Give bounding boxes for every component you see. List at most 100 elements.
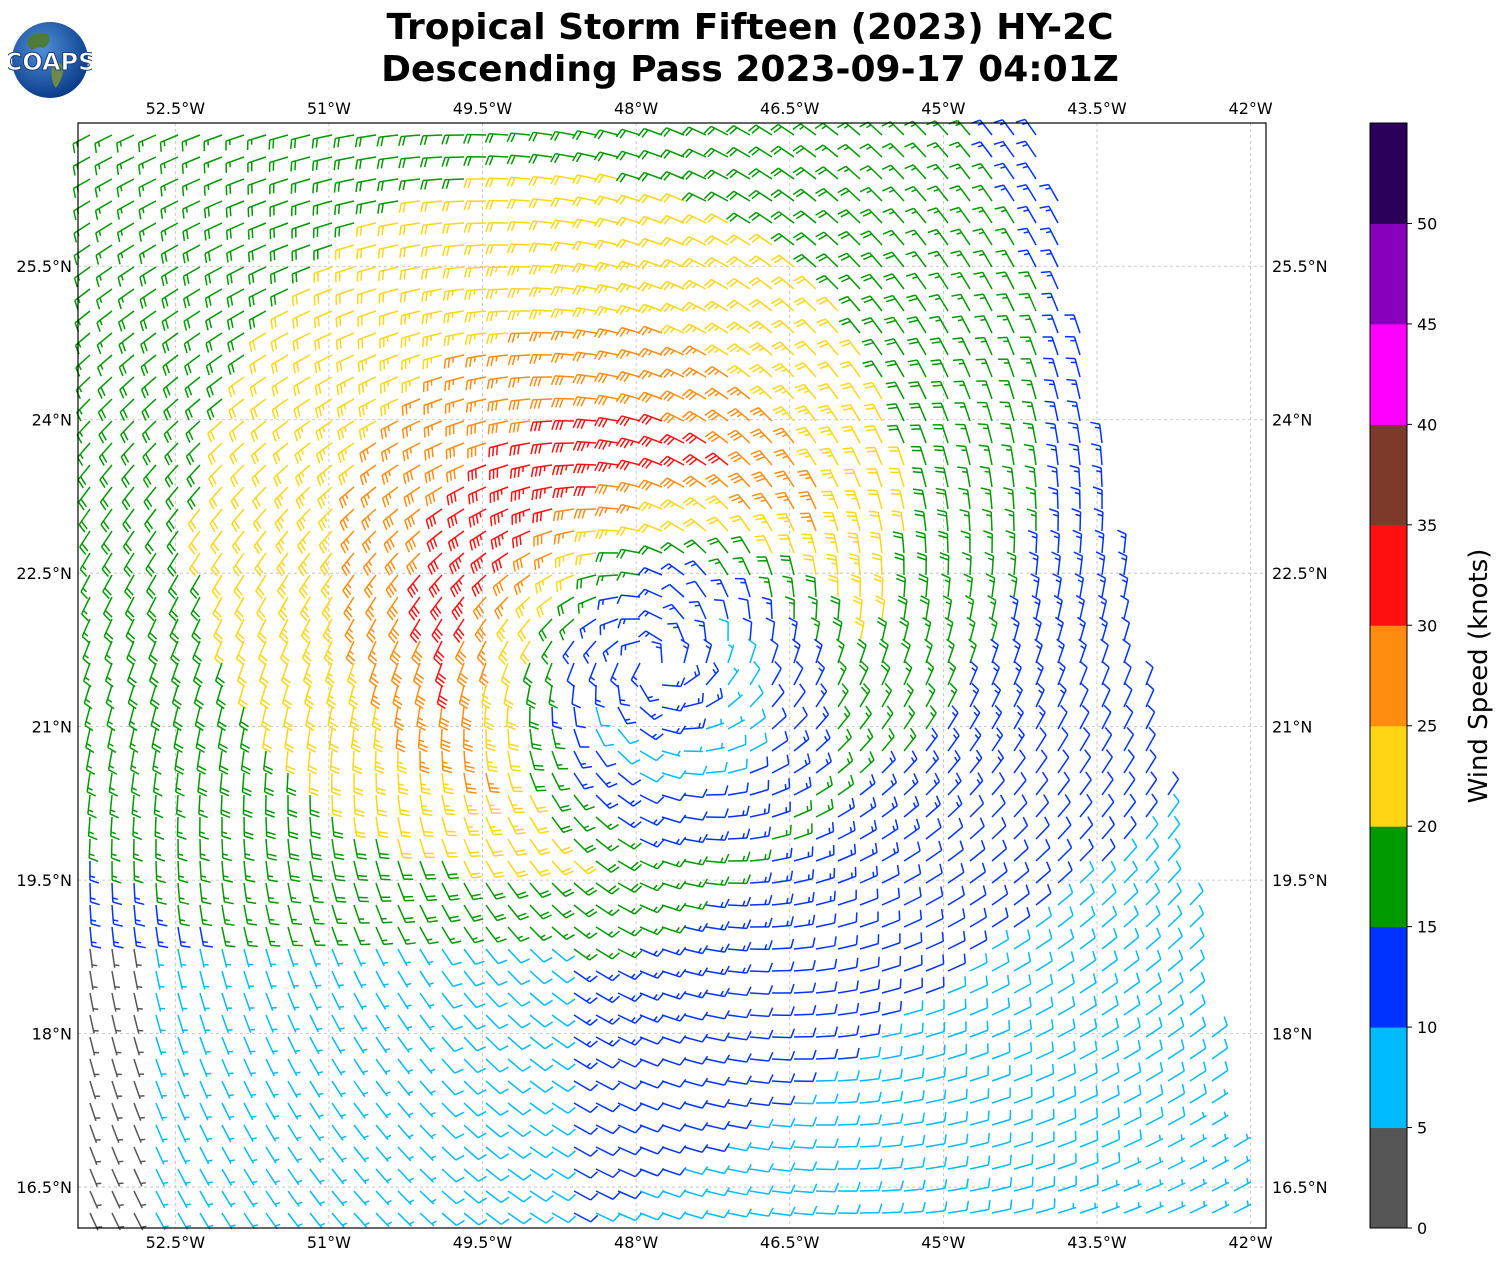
wind-barb [573, 1146, 599, 1157]
wind-barb [309, 1014, 323, 1033]
wind-barb [155, 1058, 167, 1078]
wind-barb [287, 1212, 303, 1229]
wind-barb [929, 315, 949, 334]
wind-barb [838, 317, 861, 334]
wind-barb [551, 1102, 576, 1114]
wind-barb [704, 387, 729, 400]
wind-barb [681, 214, 707, 224]
wind-barb [922, 616, 932, 642]
wind-barb [221, 1080, 234, 1099]
wind-barb [169, 618, 180, 644]
wind-barb [573, 992, 598, 1005]
wind-barb [881, 910, 901, 928]
wind-barb [814, 122, 839, 136]
wind-barb [529, 728, 542, 751]
wind-barb [85, 750, 96, 775]
wind-barb [320, 574, 333, 599]
wind-barb [348, 684, 359, 710]
wind-barb [815, 981, 838, 994]
wind-barb [317, 508, 333, 532]
wind-barb [221, 1036, 234, 1055]
wind-barb [243, 926, 258, 948]
wind-barb [680, 638, 690, 664]
wind-barb [705, 687, 724, 708]
wind-barb [908, 381, 927, 400]
wind-barb [551, 970, 576, 984]
wind-barb [1118, 573, 1129, 598]
wind-barb [336, 376, 355, 396]
wind-barb [732, 556, 751, 576]
wind-barb [1189, 882, 1204, 906]
lon-tick-label-bottom: 49.5°W [453, 1233, 513, 1252]
wind-barb [414, 684, 426, 710]
wind-barb [793, 1004, 817, 1016]
wind-barb [86, 772, 96, 797]
wind-barb [551, 464, 575, 476]
wind-barb [927, 207, 949, 224]
wind-barb [947, 817, 964, 840]
wind-barb [393, 706, 405, 731]
wind-barb [419, 1124, 437, 1140]
wind-barb [842, 447, 861, 466]
wind-barb [485, 1014, 509, 1030]
wind-barb [243, 992, 255, 1012]
wind-barb [1071, 508, 1082, 532]
wind-barb [183, 310, 201, 331]
wind-barb [818, 404, 839, 422]
wind-barb [443, 354, 465, 369]
wind-barb [89, 948, 98, 968]
wind-barb [925, 1178, 948, 1192]
wind-barb [554, 552, 575, 569]
wind-barb [993, 140, 1015, 158]
wind-barb [529, 948, 553, 963]
wind-barb [411, 640, 423, 666]
wind-barb [839, 360, 861, 378]
wind-barb [190, 596, 201, 622]
wind-barb [309, 904, 325, 925]
wind-barb [312, 200, 333, 216]
wind-barb [1013, 997, 1032, 1016]
colorbar-tick-label: 15 [1417, 918, 1437, 937]
wind-barb [102, 596, 113, 622]
wind-barb [397, 860, 414, 880]
wind-barb [793, 1139, 818, 1149]
wind-barb [116, 222, 135, 243]
wind-barb [837, 728, 853, 752]
wind-barb [1057, 1085, 1077, 1104]
wind-barb [463, 772, 477, 794]
wind-barb [948, 141, 971, 158]
wind-barb [419, 838, 436, 859]
lon-tick-label-bottom: 48°W [614, 1233, 658, 1252]
wind-barb [1031, 594, 1041, 620]
wind-barb [819, 447, 839, 466]
wind-barb [705, 1010, 730, 1020]
wind-barb [278, 618, 289, 644]
wind-barb [595, 1124, 621, 1135]
wind-barb [659, 236, 685, 247]
wind-barb [139, 288, 157, 309]
wind-barb [617, 992, 643, 1003]
wind-barb [572, 329, 597, 340]
wind-barb [903, 1022, 924, 1038]
wind-barb [331, 794, 343, 818]
wind-barb [971, 119, 993, 136]
wind-barb [203, 178, 223, 196]
wind-barb [141, 398, 157, 421]
wind-barb [421, 332, 443, 347]
wind-barb [550, 352, 575, 363]
lon-tick-label-top: 48°W [614, 99, 658, 118]
wind-barb [355, 156, 377, 170]
wind-barb [463, 1080, 487, 1095]
wind-barb [991, 997, 1011, 1016]
wind-barb [881, 1090, 904, 1104]
wind-barb [221, 1190, 236, 1208]
wind-barb [173, 728, 184, 754]
wind-barb [353, 1080, 369, 1098]
wind-barb [924, 638, 933, 664]
wind-barb [277, 596, 289, 622]
wind-barb [661, 924, 687, 934]
wind-barb [331, 1146, 347, 1163]
wind-barb [573, 1014, 598, 1026]
wind-barb [464, 332, 487, 346]
wind-barb [507, 992, 531, 1007]
